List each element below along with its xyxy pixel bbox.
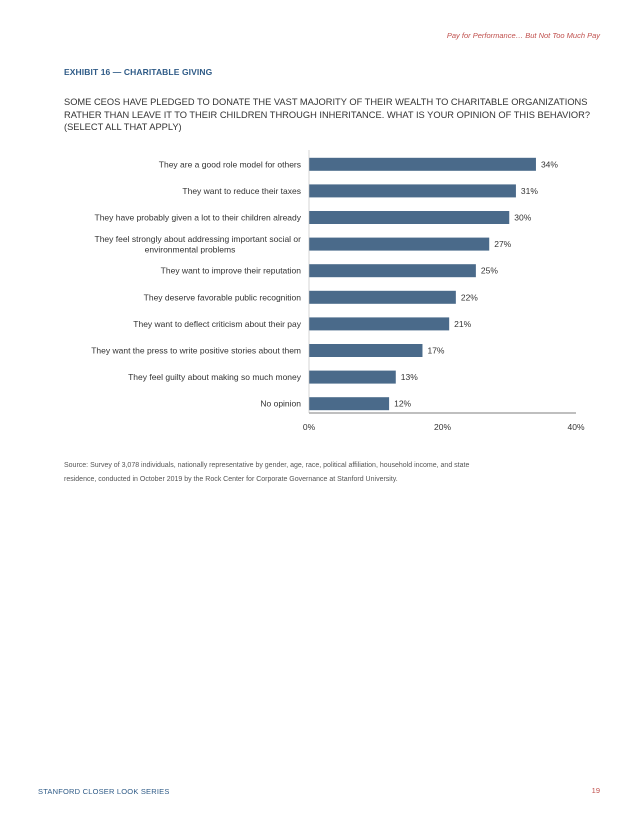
bar-value-label: 21% [454,319,471,329]
bar [309,344,423,357]
x-tick-label: 40% [567,422,584,432]
category-label: They feel guilty about making so much mo… [128,372,302,382]
bar [309,237,490,251]
category-label: They want to reduce their taxes [182,186,301,196]
bar-value-label: 27% [494,239,511,249]
category-label: They want the press to write positive st… [91,346,301,356]
bar-value-label: 34% [541,159,558,169]
category-label: They feel strongly about addressing impo… [95,234,302,244]
bar [309,317,450,331]
source-note: Source: Survey of 3,078 individuals, nat… [64,459,584,487]
source-line: Source: Survey of 3,078 individuals, nat… [64,462,470,469]
bar-value-label: 31% [521,186,538,196]
bar [309,211,510,224]
bar [309,184,516,198]
exhibit-label: EXHIBIT 16 — CHARITABLE GIVING [64,67,213,77]
page-number: 19 [591,786,600,795]
category-label: They are a good role model for others [159,159,301,169]
category-label: environmental problems [145,244,236,254]
bar-value-label: 13% [401,372,418,382]
question-line: SOME CEOS HAVE PLEDGED TO DONATE THE VAS… [64,97,588,107]
x-tick-label: 0% [303,422,316,432]
category-label: They want to deflect criticism about the… [133,319,301,329]
question-line: RATHER THAN LEAVE IT TO THEIR CHILDREN T… [64,109,591,120]
bar-value-label: 22% [461,292,478,302]
footer-series-name: STANFORD CLOSER LOOK SERIES [38,787,170,796]
category-label: They have probably given a lot to their … [95,213,302,223]
question-line: (SELECT ALL THAT APPLY) [64,122,182,133]
bar [309,157,536,171]
bar-value-label: 17% [427,346,444,356]
running-head: Pay for Performance… But Not Too Much Pa… [446,31,600,40]
survey-question: SOME CEOS HAVE PLEDGED TO DONATE THE VAS… [64,96,591,134]
bar-value-label: 25% [481,266,498,276]
bar [309,290,456,304]
x-tick-label: 20% [434,422,451,432]
category-label: They deserve favorable public recognitio… [144,292,302,302]
bar-value-label: 12% [394,399,411,409]
bar-chart: 34% They are a good role model for others… [91,150,585,432]
bar-value-label: 30% [514,213,531,223]
bar [309,264,476,278]
category-label: They want to improve their reputation [161,266,302,276]
bar [309,370,396,384]
category-label: No opinion [260,399,301,409]
source-line: residence, conducted in October 2019 by … [64,476,398,483]
bar [309,397,390,411]
